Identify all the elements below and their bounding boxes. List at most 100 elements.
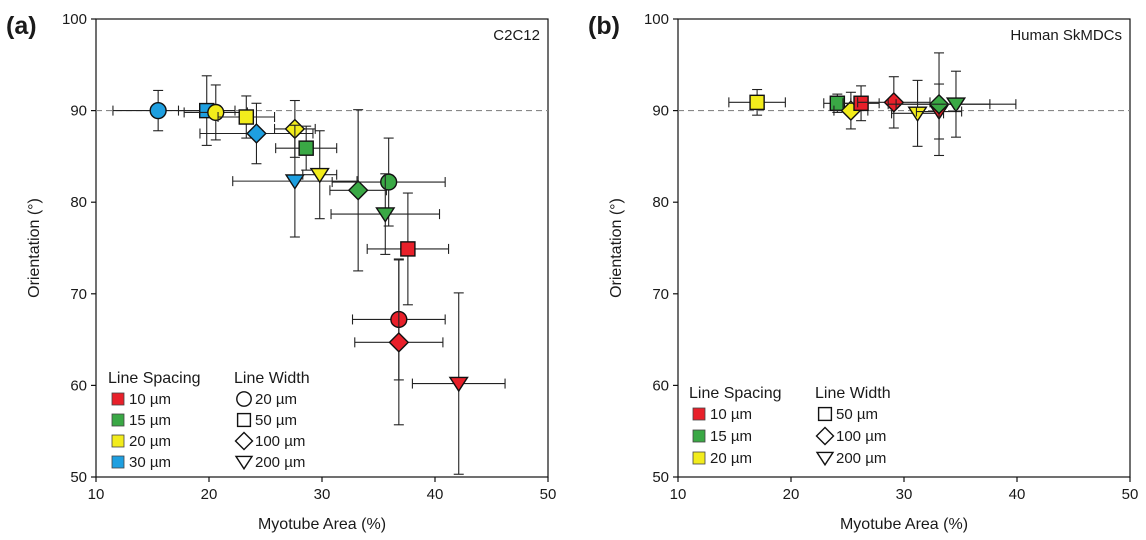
x-tick-label: 30 [314, 486, 331, 503]
marker-square [238, 109, 255, 125]
legend-shape-diamond [815, 426, 835, 446]
data-point [232, 124, 358, 238]
x-tick-label: 50 [1122, 486, 1139, 503]
marker-diamond [246, 123, 267, 144]
x-axis-label: Myotube Area (%) [840, 516, 968, 533]
data-point [217, 95, 276, 139]
x-tick-label: 50 [540, 486, 557, 503]
marker-square [853, 95, 869, 112]
legend-swatch [111, 413, 125, 427]
legend-swatch [692, 451, 706, 465]
y-tick-label: 60 [70, 377, 87, 394]
legend-spacing-label: 20 µm [129, 433, 171, 450]
data-point [842, 85, 880, 122]
marker-diamond [883, 92, 905, 113]
data-point [857, 76, 931, 129]
legend-title-width: Line Width [234, 370, 310, 387]
data-point [199, 102, 314, 165]
legend-width-label: 20 µm [255, 391, 297, 408]
panel-label: (a) [6, 12, 37, 40]
y-tick-label: 90 [652, 103, 669, 120]
data-point [275, 125, 338, 171]
legend-swatch [111, 434, 125, 448]
x-tick-label: 40 [427, 486, 444, 503]
legend: Line Spacing Line Width 10 µm 15 µm 20 µm 30 … [108, 370, 310, 471]
data-point [302, 130, 338, 220]
data-point [183, 84, 248, 141]
legend-spacing-label: 15 µm [129, 412, 171, 429]
legend-width-label: 200 µm [255, 454, 305, 471]
data-point [895, 70, 1017, 138]
data-point [330, 173, 441, 255]
marker-circle [380, 173, 398, 191]
data-point [728, 88, 786, 116]
legend-swatch [111, 392, 125, 406]
legend-shape-triangle [815, 451, 835, 467]
y-tick-label: 100 [62, 11, 87, 28]
cell-type-label: C2C12 [493, 27, 540, 44]
marker-triangle [448, 376, 469, 393]
x-tick-label: 10 [670, 486, 687, 503]
y-tick-label: 100 [644, 11, 669, 28]
legend-shape-triangle [234, 455, 254, 471]
x-tick-label: 20 [201, 486, 218, 503]
y-tick-label: 80 [652, 194, 669, 211]
data-point [411, 292, 506, 475]
legend-swatch [692, 407, 706, 421]
y-tick-label: 80 [70, 194, 87, 211]
legend-swatch [111, 455, 125, 469]
legend-width-label: 50 µm [255, 412, 297, 429]
legend-swatch [692, 429, 706, 443]
x-axis-label: Myotube Area (%) [258, 516, 386, 533]
y-tick-label: 50 [70, 469, 87, 486]
marker-triangle [907, 106, 928, 123]
y-axis-label: Orientation (°) [608, 198, 625, 298]
legend-title-spacing: Line Spacing [689, 385, 782, 402]
data-point [891, 79, 945, 147]
y-tick-label: 70 [70, 286, 87, 303]
plot-frame [95, 18, 549, 478]
y-axis-label: Orientation (°) [26, 198, 43, 298]
marker-diamond [388, 332, 410, 353]
y-tick-label: 50 [652, 469, 669, 486]
x-tick-label: 30 [896, 486, 913, 503]
legend-spacing-label: 10 µm [710, 406, 752, 423]
legend-width-label: 100 µm [836, 428, 886, 445]
marker-square [298, 140, 314, 156]
x-tick-label: 40 [1009, 486, 1026, 503]
marker-square [749, 94, 765, 111]
data-point [366, 192, 450, 306]
legend: Line Spacing Line Width 10 µm 15 µm 20 µm 50 … [689, 385, 891, 467]
legend-spacing-label: 20 µm [710, 450, 752, 467]
marker-circle [149, 101, 167, 120]
cell-type-label: Human SkMDCs [1010, 27, 1122, 44]
x-tick-label: 10 [88, 486, 105, 503]
legend-width-label: 50 µm [836, 406, 878, 423]
marker-diamond [347, 179, 369, 201]
chart-panel-a: 10 20 30 40 50 50 60 70 80 90 100 Myotube Area (%) O… [6, 11, 556, 533]
legend-shape-circle [236, 391, 252, 407]
marker-square [400, 241, 416, 257]
y-tick-label: 90 [70, 103, 87, 120]
data-point [354, 259, 444, 426]
legend-spacing-label: 15 µm [710, 428, 752, 445]
legend-shape-square [817, 406, 833, 422]
marker-triangle [284, 174, 305, 190]
legend-title-width: Line Width [815, 385, 891, 402]
chart-panel-b: 10 20 30 40 50 50 60 70 80 90 100 Myotube Area (%) O… [588, 11, 1138, 533]
marker-circle [207, 103, 225, 122]
legend-spacing-label: 10 µm [129, 391, 171, 408]
marker-triangle [945, 97, 967, 113]
marker-square [829, 95, 846, 112]
marker-triangle [309, 167, 330, 184]
marker-triangle [375, 207, 396, 223]
legend-width-label: 200 µm [836, 450, 886, 467]
legend-width-label: 100 µm [255, 433, 305, 450]
legend-shape-square [236, 412, 252, 428]
panel-label: (b) [588, 12, 620, 40]
legend-shape-diamond [234, 431, 254, 451]
x-tick-label: 20 [783, 486, 800, 503]
legend-title-spacing: Line Spacing [108, 370, 201, 387]
